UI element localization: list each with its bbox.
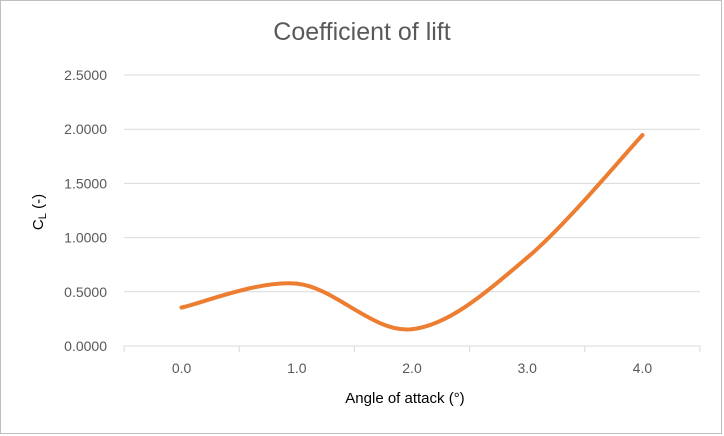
gridlines (124, 74, 700, 293)
series-layer (179, 133, 645, 332)
x-tick-label: 1.0 (287, 360, 307, 376)
x-axis-title: Angle of attack (°) (345, 390, 464, 407)
y-tick-label: 2.0000 (64, 121, 107, 137)
chart-title: Coefficient of lift (273, 18, 451, 46)
series-line (179, 133, 645, 332)
y-axis-title-main: C (30, 219, 47, 230)
y-axis-title-subscript: L (37, 213, 49, 219)
x-tick-label: 0.0 (172, 360, 192, 376)
x-tick-label: 2.0 (402, 360, 422, 376)
data-point (525, 255, 530, 260)
x-axis-tick-labels: 0.0 1.0 2.0 3.0 4.0 (172, 360, 652, 376)
x-axis (123, 345, 701, 352)
y-axis-title: CL (-) (30, 194, 49, 230)
y-axis-tick-labels: 0.0000 0.5000 1.0000 1.5000 2.0000 2.5000 (64, 67, 107, 354)
y-axis-title-suffix: (-) (30, 194, 47, 213)
data-point (410, 327, 414, 332)
x-tick-label: 3.0 (517, 360, 537, 376)
y-tick-label: 1.5000 (64, 175, 107, 191)
data-point (294, 281, 299, 286)
y-tick-label: 0.0000 (64, 338, 107, 354)
x-tick-label: 4.0 (633, 360, 653, 376)
y-tick-label: 0.5000 (64, 284, 107, 300)
y-tick-label: 1.0000 (64, 230, 107, 246)
data-point (640, 133, 645, 138)
data-point (179, 305, 184, 310)
y-tick-label: 2.5000 (64, 67, 107, 83)
